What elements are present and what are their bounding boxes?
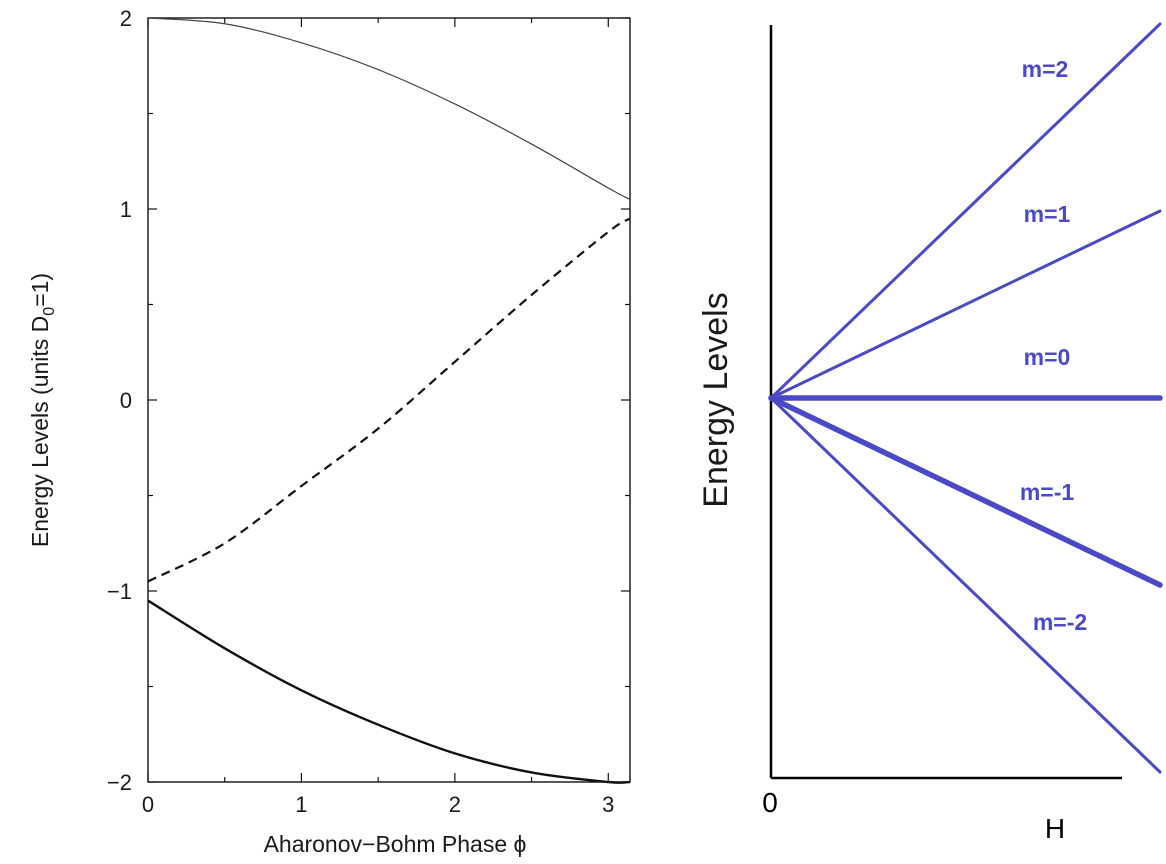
x-tick-label: 3 [602,792,614,817]
left-tick-labels: 0 1 2 3 2 1 0 −1 −2 [107,6,614,817]
right-series [768,22,1163,774]
y-tick-label: −2 [107,770,132,795]
line-label-m=2: m=2 [1022,56,1069,82]
left-ticks [147,17,630,783]
x-tick-label: 0 [142,792,154,817]
left-chart: 0 1 2 3 2 1 0 −1 −2 Aharonov−Bohm Phase ϕ Energy… [27,6,631,857]
line-label-m=-2: m=-2 [1033,609,1087,635]
line-label-m=0: m=0 [1024,344,1071,370]
left-series-0-line [147,17,631,200]
left-x-axis-label: Aharonov−Bohm Phase ϕ [264,831,527,857]
line-m=2 [769,22,1162,400]
left-series-1-line [147,217,631,583]
right-origin-label: 0 [762,787,778,818]
line-label-m=-1: m=-1 [1020,479,1075,505]
right-series-labels: m=2 m=1 m=0 m=-1 m=-2 [1020,56,1087,635]
line-m=1 [769,209,1162,400]
y-tick-label: 0 [120,388,132,413]
line-m=-2 [769,396,1162,774]
right-y-axis-label: Energy Levels [697,292,735,507]
line-m=-1 [768,395,1163,588]
y-tick-label: 1 [120,197,132,222]
right-chart: m=2 m=1 m=0 m=-1 m=-2 0 H Energy Levels [697,22,1163,844]
left-y-axis-label: Energy Levels (units D0=1) [27,273,58,547]
right-x-axis-label: H [1045,813,1065,844]
y-tick-label: 2 [120,6,132,31]
x-tick-label: 1 [295,792,307,817]
left-series [147,17,631,784]
left-plot-frame [147,17,631,783]
x-tick-label: 2 [449,792,461,817]
line-label-m=1: m=1 [1024,201,1071,227]
left-series-2-line [147,599,631,784]
y-tick-label: −1 [107,579,132,604]
